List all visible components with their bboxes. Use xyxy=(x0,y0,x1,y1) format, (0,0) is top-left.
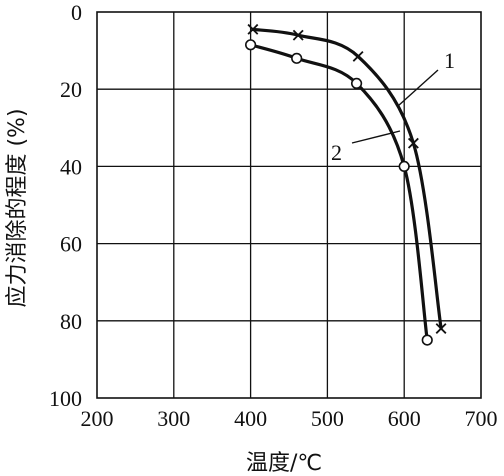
x-tick-label: 700 xyxy=(465,406,498,431)
series-2-leader-line xyxy=(351,130,401,144)
y-tick-label: 0 xyxy=(71,0,82,25)
series-2-point xyxy=(398,160,410,172)
series-2-point xyxy=(291,52,303,64)
x-tick-label: 300 xyxy=(157,406,190,431)
series-1 xyxy=(247,23,447,334)
series-1-label: 1 xyxy=(444,48,455,73)
series-1-point xyxy=(352,50,364,62)
series-2 xyxy=(245,39,433,346)
series-1-leader-line xyxy=(397,69,439,107)
x-tick-label: 600 xyxy=(388,406,421,431)
y-axis-title: 应力消除的程度 (%) xyxy=(5,108,30,307)
x-tick-label: 200 xyxy=(81,406,114,431)
series-1-point xyxy=(292,29,304,41)
y-tick-label: 40 xyxy=(60,154,82,179)
series-1-point xyxy=(247,23,259,35)
series-2-point xyxy=(421,334,433,346)
series-2-line xyxy=(249,43,429,342)
series-layer xyxy=(245,23,447,346)
series-1-point xyxy=(435,323,447,334)
series-2-label: 2 xyxy=(331,140,342,165)
series-2-point xyxy=(350,77,363,90)
y-tick-label: 60 xyxy=(60,232,82,257)
x-axis-title: 温度/℃ xyxy=(246,451,322,476)
y-tick-label: 80 xyxy=(60,309,82,334)
series-labels: 12 xyxy=(331,48,455,165)
y-tick-label: 20 xyxy=(60,77,82,102)
series-1-line xyxy=(251,27,443,331)
y-tick-label: 100 xyxy=(49,386,82,411)
x-tick-label: 500 xyxy=(311,406,344,431)
plot-frame xyxy=(96,11,482,399)
grid xyxy=(96,11,482,399)
x-tick-label: 400 xyxy=(234,406,267,431)
tick-labels: 200 300 400 500 600 700 0 20 40 60 80 100 xyxy=(49,0,498,431)
series-2-point xyxy=(245,39,257,51)
series-1-point xyxy=(407,137,419,149)
